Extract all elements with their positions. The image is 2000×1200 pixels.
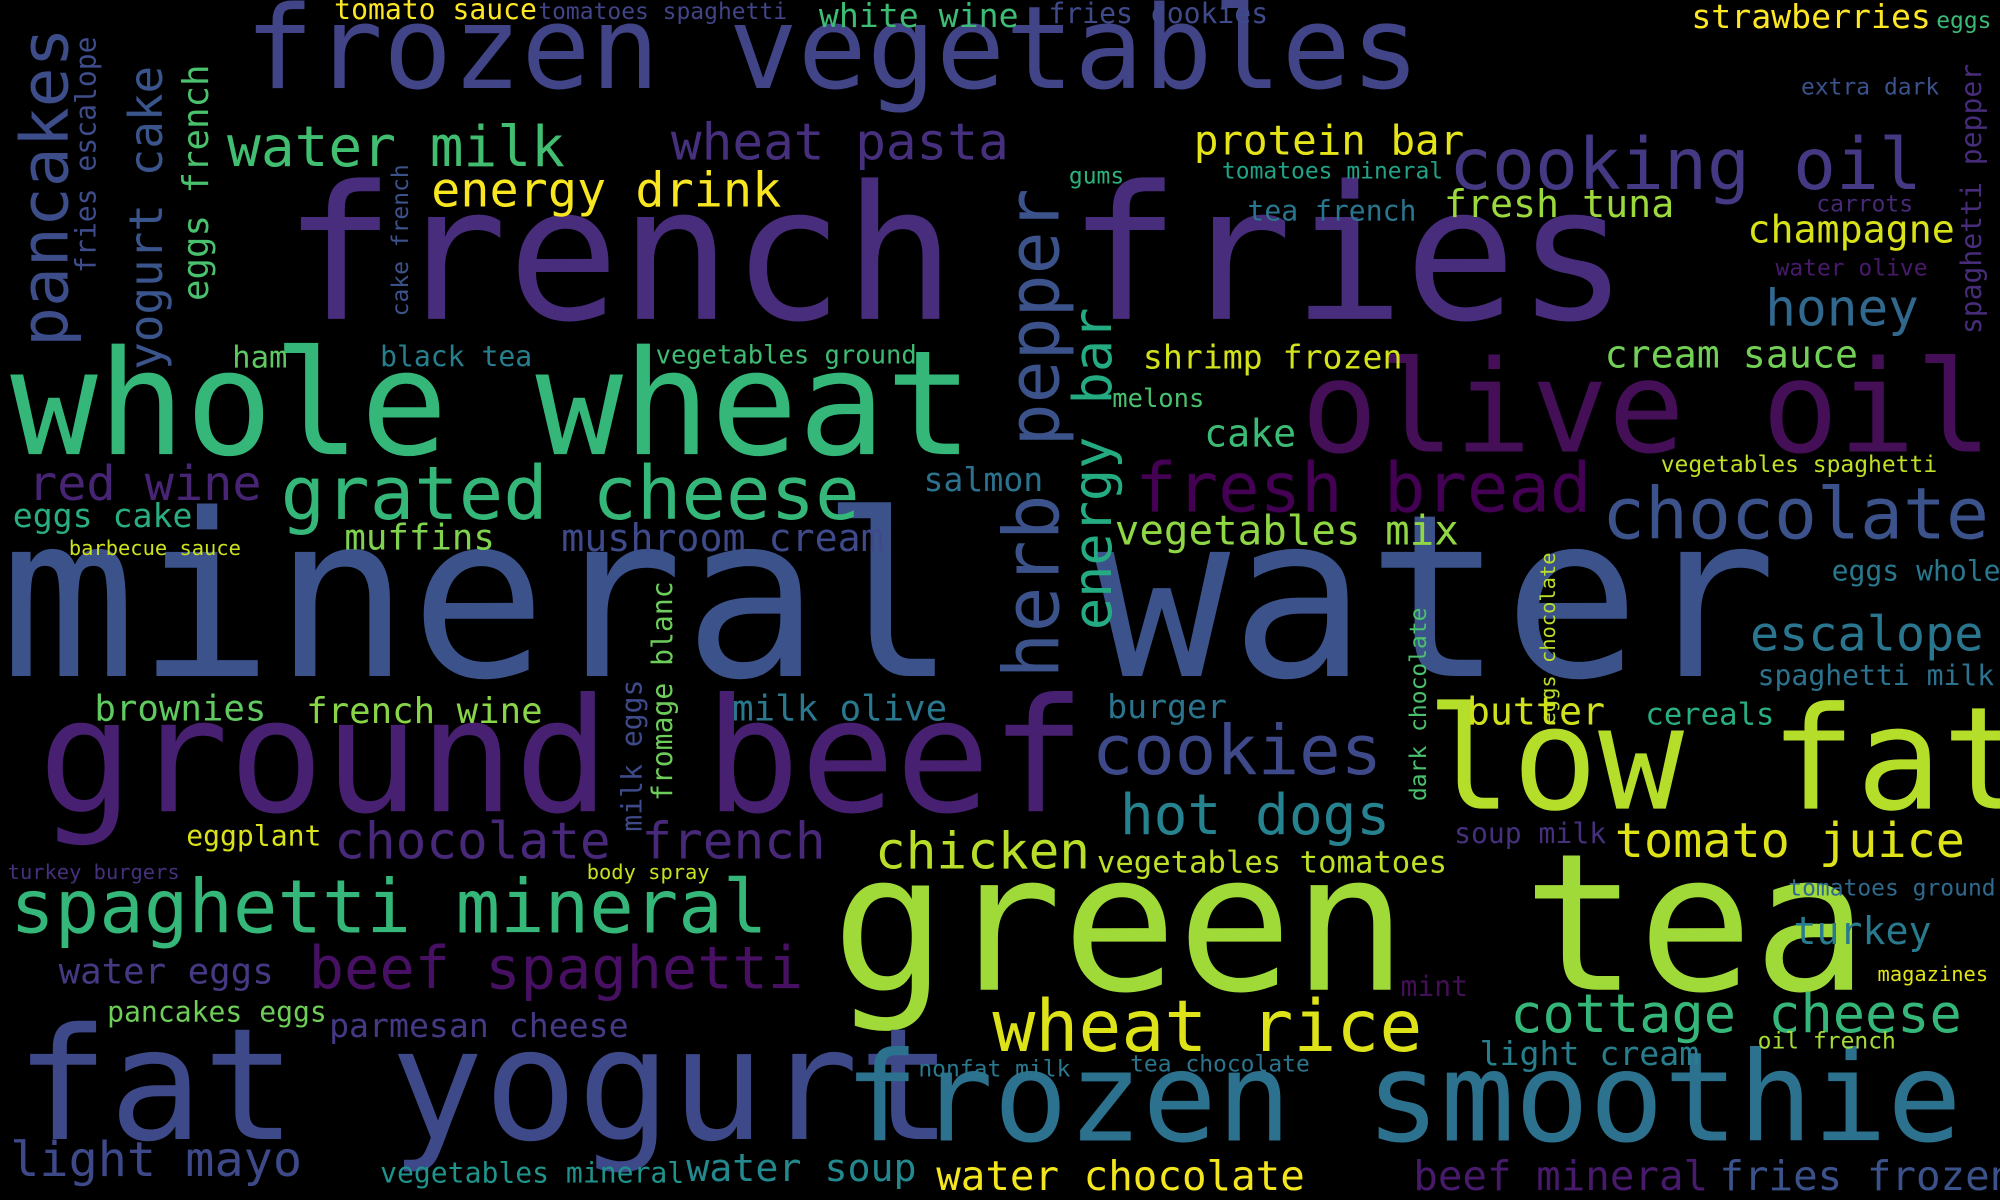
word: body spray <box>586 859 710 884</box>
word: fresh tuna <box>1443 182 1675 228</box>
word: strawberries <box>1691 0 1931 37</box>
word: tomatoes mineral <box>1221 158 1444 185</box>
word: vegetables mix <box>1114 506 1459 555</box>
word: cream sauce <box>1604 332 1859 378</box>
word: extra dark <box>1801 73 1940 101</box>
word: soup milk <box>1454 818 1607 851</box>
word: french wine <box>306 690 543 733</box>
word: wheat rice <box>992 985 1423 1069</box>
word: butter <box>1466 690 1606 735</box>
word: cookies <box>1091 710 1383 791</box>
word: hot dogs <box>1119 783 1391 849</box>
word: melons <box>1112 382 1205 414</box>
word: red wine <box>28 455 262 512</box>
word: milk eggs <box>617 679 650 832</box>
word: ham <box>232 339 288 375</box>
word: magazines <box>1877 961 1989 986</box>
word: olive oil <box>1301 332 1993 483</box>
word: yogurt cake <box>121 65 174 370</box>
word: spaghetti mineral <box>10 863 768 951</box>
word: spaghetti pepper <box>1956 63 1989 335</box>
word: honey <box>1765 279 1919 339</box>
word: water olive <box>1775 255 1928 282</box>
word: escalope <box>1749 605 1984 662</box>
word: parmesan cheese <box>329 1007 629 1046</box>
word: energy drink <box>431 161 782 219</box>
word: whole wheat <box>10 318 974 489</box>
word: tomato juice <box>1614 812 1965 869</box>
word: salmon <box>923 461 1044 500</box>
word: green tea <box>831 813 1869 1036</box>
word: fat yogurt <box>15 994 953 1177</box>
word: cooking oil <box>1448 123 1923 207</box>
word: burger <box>1107 688 1227 728</box>
word: vegetables ground <box>655 339 917 370</box>
word: shrimp frozen <box>1142 339 1403 378</box>
word: low fat <box>1426 677 2000 844</box>
word: tea chocolate <box>1130 1051 1310 1078</box>
word: tomatoes ground <box>1788 874 1996 902</box>
word: carrots <box>1816 191 1914 219</box>
word: black tea <box>380 341 533 374</box>
word: eggplant <box>186 821 322 854</box>
word: tea french <box>1247 196 1417 229</box>
word: mushroom cream <box>561 516 884 562</box>
word: tomatoes spaghetti <box>538 0 788 26</box>
word: vegetables mineral <box>380 1158 685 1191</box>
word: milk olive <box>732 687 948 730</box>
word: mineral water <box>0 465 1777 730</box>
word: pancakes eggs <box>107 997 327 1030</box>
word: fries escalope <box>71 36 104 273</box>
word: eggs french <box>174 64 217 302</box>
word: eggs cake <box>12 497 193 536</box>
word: tomato sauce <box>334 0 537 27</box>
word: champagne <box>1747 207 1955 253</box>
word: frozen vegetables <box>244 0 1420 117</box>
word: oil french <box>1757 1028 1896 1055</box>
word: gums <box>1068 163 1125 191</box>
word: ground beef <box>38 665 1086 850</box>
word: cereals <box>1645 696 1775 733</box>
word: chicken <box>874 822 1091 882</box>
word: beef mineral <box>1413 1151 1709 1200</box>
word: cake french <box>387 164 415 317</box>
word: fresh bread <box>1135 447 1592 529</box>
word: vegetables tomatoes <box>1096 844 1448 881</box>
word: wheat pasta <box>670 113 1009 173</box>
word: turkey burgers <box>7 859 180 884</box>
word: mint <box>1400 971 1469 1004</box>
word: grated cheese <box>280 450 860 537</box>
word: muffins <box>344 516 495 559</box>
word: brownies <box>94 687 267 730</box>
word: water eggs <box>58 950 274 993</box>
word: spaghetti milk <box>1757 660 1995 693</box>
word: light cream <box>1479 1035 1700 1074</box>
word: nonfat milk <box>918 1056 1071 1083</box>
word: protein bar <box>1193 116 1465 165</box>
word: light mayo <box>10 1131 303 1188</box>
word: water soup <box>686 1146 917 1192</box>
word: herb <box>988 494 1078 679</box>
word: chocolate french <box>334 812 826 872</box>
word: eggs <box>1936 7 1992 35</box>
word: white wine <box>818 0 1019 36</box>
word: barbecue sauce <box>68 535 241 560</box>
word: fries cookies <box>1048 0 1269 31</box>
word: pancakes <box>7 27 85 347</box>
word: chocolate <box>1602 473 1990 557</box>
word: frozen smoothie <box>844 1025 1962 1170</box>
word: fromage blanc <box>647 581 680 802</box>
word: eggs whole <box>1831 556 2000 589</box>
word: cottage cheese <box>1510 982 1962 1045</box>
word: beef spaghetti <box>308 933 804 1003</box>
word: dark chocolate <box>1405 607 1433 802</box>
word: water milk <box>227 114 565 180</box>
word: water chocolate <box>936 1151 1305 1200</box>
word: french fries <box>283 146 1629 364</box>
word: turkey <box>1793 909 1932 955</box>
word: fries frozen <box>1719 1151 2000 1200</box>
word: cake <box>1204 411 1297 457</box>
word: vegetables spaghetti <box>1660 451 1938 479</box>
